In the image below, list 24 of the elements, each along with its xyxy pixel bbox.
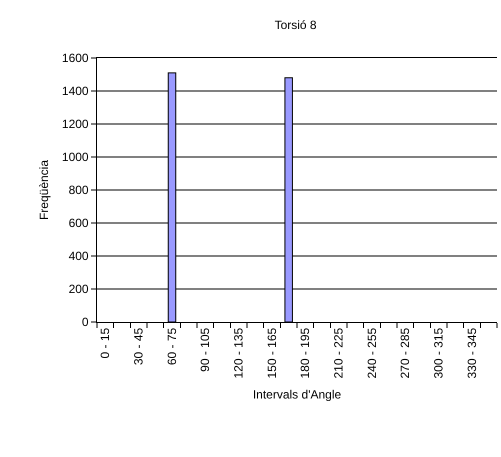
y-axis-title: Freqüència [37,160,52,220]
x-tick-label: 330 - 345 [464,327,479,379]
y-tick-label: 400 [68,249,89,264]
y-tick-label: 1600 [62,51,89,66]
x-tick-label: 90 - 105 [198,327,212,372]
x-axis-title: Intervals d'Angle [252,387,342,402]
x-tick-label: 150 - 165 [264,327,279,379]
x-tick-label: 210 - 225 [332,327,346,379]
y-tick-label: 0 [82,315,89,330]
y-tick-label: 600 [68,216,89,230]
x-tick-label: 240 - 255 [364,327,379,379]
x-tick-label: 30 - 45 [132,327,146,366]
y-tick-label: 800 [68,183,89,198]
y-tick-label: 1200 [62,117,89,132]
x-tick-label: 120 - 135 [232,327,246,379]
x-tick-label: 60 - 75 [164,327,179,366]
x-tick-label: 270 - 285 [398,327,412,379]
y-tick-label: 1400 [62,84,89,98]
x-tick-label: 300 - 315 [432,327,446,379]
chart-title: Torsió 8 [274,18,317,32]
x-tick-label: 180 - 195 [298,327,312,379]
y-tick-label: 200 [68,282,89,296]
x-tick-label: 0 - 15 [98,327,112,358]
y-tick-label: 1000 [62,150,89,164]
